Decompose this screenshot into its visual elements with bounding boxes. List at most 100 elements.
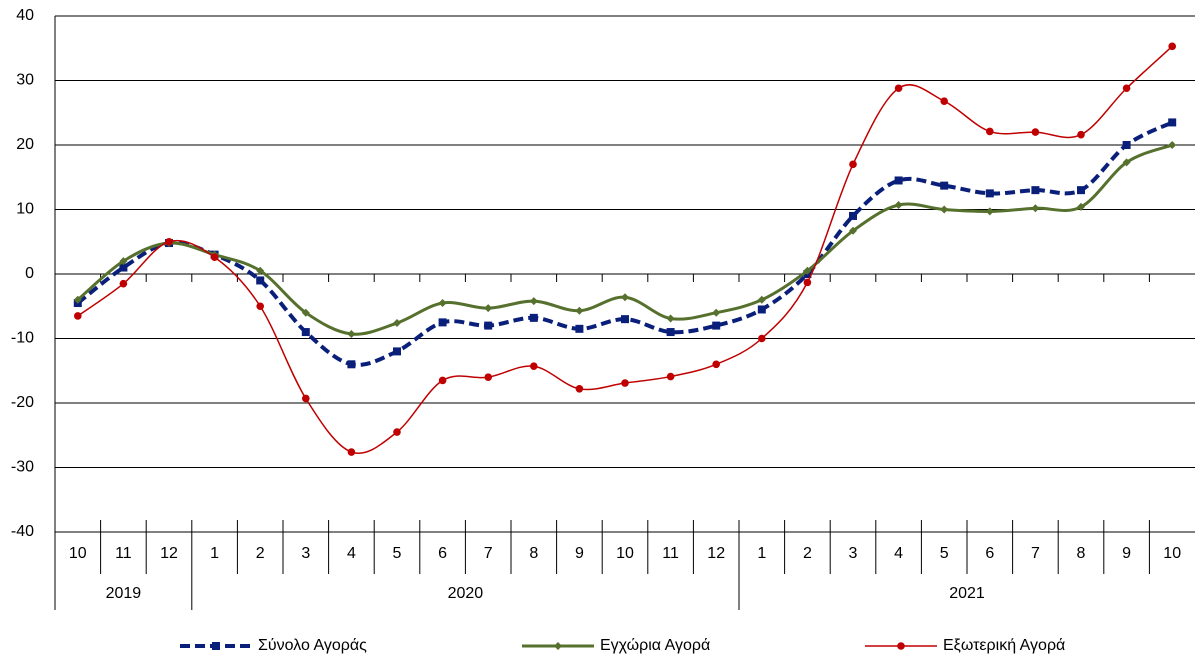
data-point — [940, 97, 948, 105]
data-point — [1031, 186, 1040, 195]
data-point — [530, 362, 538, 371]
x-group-label: 2021 — [949, 585, 985, 602]
legend-label: Σύνολο Αγοράς — [258, 637, 367, 654]
data-point — [621, 379, 629, 387]
x-group-label: 2020 — [448, 585, 484, 602]
x-tick-label: 7 — [484, 545, 493, 562]
data-point — [256, 302, 265, 311]
legend-label: Εγχώρια Αγορά — [600, 637, 710, 654]
series-line — [77, 45, 1173, 455]
x-tick-label: 5 — [393, 545, 402, 562]
x-tick-label: 7 — [1031, 545, 1040, 562]
y-tick-label: -20 — [11, 394, 34, 411]
x-tick-label: 10 — [616, 545, 634, 562]
data-point — [119, 279, 128, 288]
data-point — [666, 328, 675, 337]
x-tick-label: 4 — [347, 545, 356, 562]
data-point — [985, 207, 994, 216]
data-point — [438, 299, 447, 308]
data-point — [575, 324, 584, 333]
data-point — [849, 226, 857, 235]
data-point — [393, 347, 401, 356]
data-point — [301, 328, 310, 337]
data-point — [73, 295, 82, 304]
x-tick-label: 1 — [757, 545, 766, 562]
data-point — [484, 304, 493, 313]
data-point — [666, 314, 675, 323]
data-point — [529, 313, 538, 322]
data-point — [1122, 158, 1131, 167]
x-tick-label: 8 — [529, 545, 538, 562]
data-point — [849, 211, 857, 220]
x-tick-label: 10 — [69, 545, 87, 562]
x-group-label: 2019 — [106, 585, 142, 602]
x-tick-label: 9 — [575, 545, 584, 562]
data-point — [986, 127, 994, 136]
y-tick-label: 20 — [16, 136, 34, 153]
x-tick-label: 1 — [210, 545, 219, 562]
data-point — [894, 176, 903, 185]
data-point — [757, 305, 766, 314]
data-point — [393, 428, 401, 436]
y-tick-label: -30 — [11, 459, 34, 476]
data-point — [757, 295, 766, 304]
y-tick-label: -40 — [11, 523, 34, 540]
data-point — [712, 308, 721, 317]
x-tick-label: 2 — [803, 545, 812, 562]
data-point — [210, 253, 219, 262]
data-point — [119, 263, 128, 272]
data-point — [74, 312, 82, 320]
x-tick-label: 6 — [438, 545, 447, 562]
series-line — [76, 120, 1174, 367]
data-point — [758, 334, 766, 343]
y-tick-label: 0 — [25, 265, 34, 282]
data-point — [621, 293, 629, 302]
data-point — [1168, 141, 1177, 149]
data-point — [1031, 204, 1040, 213]
x-tick-label: 12 — [707, 545, 725, 562]
data-point — [849, 160, 857, 169]
data-point — [393, 319, 401, 328]
series-line — [76, 143, 1173, 336]
y-tick-label: 40 — [16, 7, 34, 24]
data-point — [484, 321, 493, 330]
data-point — [1168, 42, 1176, 51]
data-point — [940, 181, 949, 190]
data-point — [803, 278, 812, 287]
data-point — [438, 376, 447, 385]
data-point — [438, 318, 447, 327]
data-point — [529, 297, 538, 306]
x-tick-label: 12 — [160, 545, 178, 562]
data-point — [894, 84, 903, 93]
data-point — [301, 308, 310, 317]
x-tick-label: 2 — [256, 545, 265, 562]
data-point — [712, 321, 721, 330]
legend-label: Εξωτερική Αγορά — [943, 637, 1065, 654]
y-tick-label: 10 — [16, 201, 34, 218]
data-point — [347, 360, 356, 369]
data-point — [575, 385, 584, 393]
x-tick-label: 4 — [894, 545, 903, 562]
x-tick-label: 6 — [985, 545, 994, 562]
x-tick-label: 3 — [849, 545, 858, 562]
y-tick-label: -10 — [11, 330, 34, 347]
data-point — [347, 329, 356, 338]
data-point — [256, 266, 265, 275]
data-point — [119, 257, 128, 266]
data-point — [256, 276, 265, 285]
x-tick-label: 10 — [1163, 545, 1181, 562]
x-tick-label: 11 — [662, 545, 679, 562]
data-point — [1168, 118, 1177, 127]
data-point — [712, 360, 720, 369]
data-point — [484, 373, 493, 382]
data-point — [666, 372, 675, 381]
x-tick-label: 8 — [1077, 545, 1086, 562]
data-point — [985, 189, 994, 198]
data-point — [1031, 128, 1040, 136]
legend-marker — [212, 642, 220, 650]
x-tick-label: 5 — [940, 545, 949, 562]
data-point — [894, 200, 903, 209]
legend-marker — [554, 642, 562, 650]
